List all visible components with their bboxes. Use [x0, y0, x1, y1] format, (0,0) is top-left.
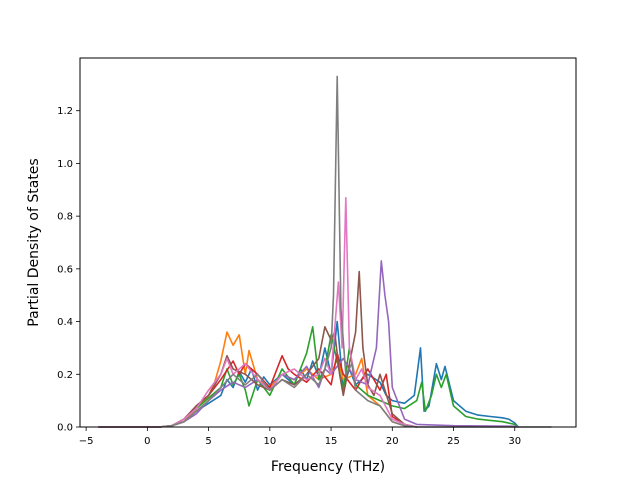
y-tick-label-1: 0.2 [57, 370, 73, 381]
y-axis-ticks: 0.0 0.2 0.4 0.6 0.8 1.0 1.2 [57, 106, 80, 434]
y-tick-label-4: 0.8 [57, 212, 73, 223]
x-tick-label-4: 15 [325, 436, 338, 447]
series-line-7 [98, 196, 417, 428]
y-tick-label-3: 0.6 [57, 264, 73, 275]
series-lines [98, 75, 552, 428]
x-tick-label-3: 10 [263, 436, 276, 447]
plot-frame [79, 57, 577, 428]
x-tick-label-2: 5 [205, 436, 211, 447]
y-tick-label-2: 0.4 [57, 317, 73, 328]
y-tick-label-5: 1.0 [57, 159, 73, 170]
y-tick-label-6: 1.2 [57, 106, 73, 117]
x-axis-ticks: −5 0 5 10 15 20 25 30 [79, 427, 521, 447]
series-line-6 [98, 270, 417, 428]
x-tick-label-7: 30 [508, 436, 521, 447]
x-tick-label-6: 25 [447, 436, 460, 447]
y-axis-label: Partial Density of States [26, 158, 42, 326]
y-tick-label-0: 0.0 [57, 423, 73, 434]
x-tick-label-0: −5 [79, 436, 94, 447]
x-axis-label: Frequency (THz) [271, 459, 385, 475]
series-line-1 [98, 320, 519, 428]
x-tick-label-5: 20 [386, 436, 399, 447]
x-tick-label-1: 0 [144, 436, 150, 447]
series-line-8 [98, 75, 552, 428]
